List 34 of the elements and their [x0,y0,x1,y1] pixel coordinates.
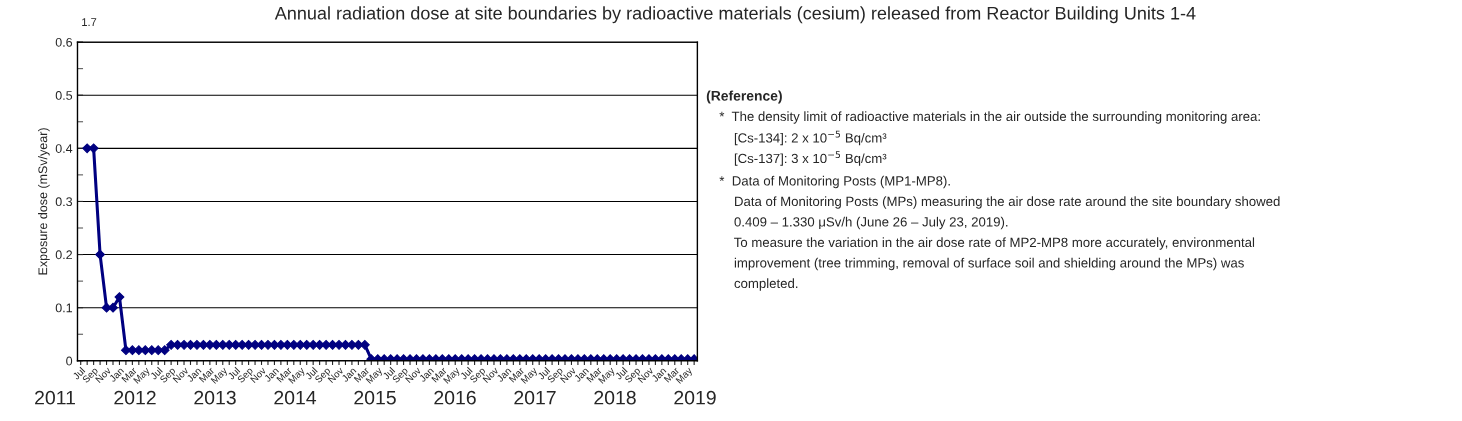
text: 2011 [35,390,75,405]
y-tick-label: 0.3 [55,197,73,207]
y-tick-label: 0.5 [55,91,73,100]
text: * The density limit of radioactive materials in the air outside the surrounding monitoring area: [719,111,1260,124]
y-tick-label: 0 [66,356,73,366]
text: 2014 [274,390,317,405]
y-tick-label: 0.1 [55,303,73,313]
x-tick-label: Jul [536,366,551,381]
text: 2016 [434,390,476,405]
x-tick-label: Jul [72,366,86,381]
y-axis-title: Exposure dose (mSv/year) [38,128,50,275]
y-tick-label: 0.6 [55,37,73,47]
text: 2012 [114,390,156,405]
text: completed. [734,278,798,291]
text: To measure the variation in the air dose rate of MP2-MP8 more accurately, environmental [734,237,1255,250]
text: 2019 [674,390,716,405]
text: 2013 [194,390,236,405]
text: 2015 [354,390,396,405]
text: 2017 [514,390,556,405]
text: Annual radiation dose at site boundaries by radioactive materials (cesium) released from Reactor Building Units 1-4 [274,6,1196,24]
text: (Reference) [706,90,782,104]
x-tick-label: Jan [651,367,667,383]
text: 2018 [594,390,636,405]
x-tick-label: Jul [381,366,396,381]
y-tick-label: 0.4 [55,144,73,153]
text: 0.409 – 1.330 μSv/h (June 26 – July 23, 2019). [734,216,1008,230]
text: * Data of Monitoring Posts (MP1-MP8). [719,175,950,189]
text: improvement (tree trimming, removal of surface soil and shielding around the MPs) was [734,257,1244,271]
text: [Cs-134]: 2 x 10$^{−5}$ Bq/cm³ [734,130,887,146]
text: [Cs-137]: 3 x 10$^{−5}$ Bq/cm³ [734,151,887,166]
x-tick-label: Jul [227,366,241,381]
y-tick-label: 0.2 [55,250,72,260]
text: Data of Monitoring Posts (MPs) measuring the air dose rate around the site boundary showed [735,196,1280,209]
text: 1.7 [82,18,97,26]
